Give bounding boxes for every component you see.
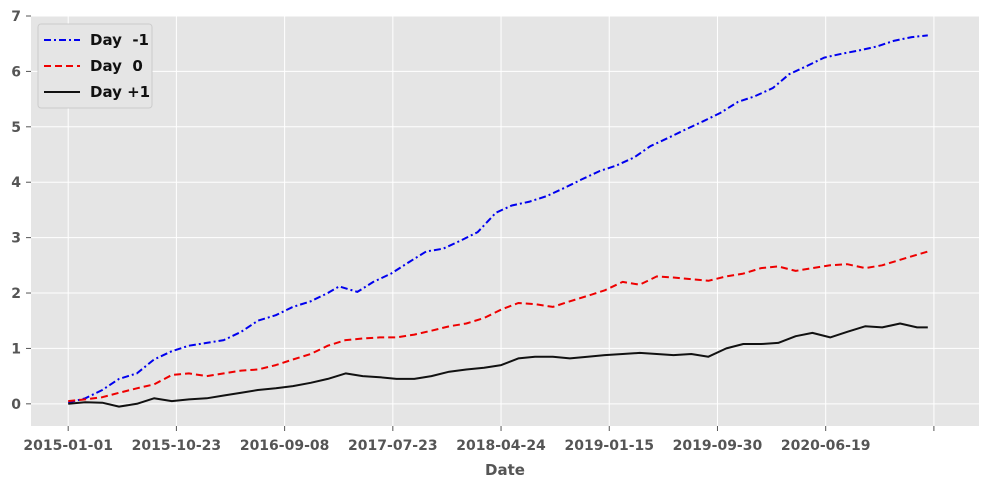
x-tick-label: 2019-09-30 (673, 438, 763, 454)
y-tick-label: 0 (11, 397, 21, 413)
y-tick-label: 2 (11, 286, 21, 302)
y-tick-label: 5 (11, 120, 21, 136)
y-tick-label: 3 (11, 231, 21, 247)
series-line-2 (68, 250, 929, 403)
legend: Day -1 Day 0 Day +1 (37, 23, 153, 109)
series-line-3 (68, 322, 928, 408)
x-tick-label: 2018-04-24 (456, 438, 546, 454)
grid (31, 15, 979, 426)
legend-box (37, 23, 153, 109)
x-tick-label: 2020-06-19 (781, 438, 871, 454)
x-tick-label: 2015-10-23 (132, 438, 222, 454)
x-tick-label: 2016-09-08 (240, 438, 330, 454)
series-layer (67, 34, 929, 408)
y-tick-label: 6 (11, 64, 21, 80)
y-tick-label: 1 (11, 341, 21, 357)
series-line-1 (67, 34, 928, 404)
y-axis: 0 1 2 3 4 5 6 7 (11, 9, 31, 413)
x-axis-label: Date (485, 461, 525, 479)
x-axis: 2015-01-01 2015-10-23 2016-09-08 2017-07-23… (23, 426, 935, 454)
legend-label-1: Day -1 (90, 31, 149, 49)
x-tick-label: 2019-01-15 (564, 438, 654, 454)
y-tick-label: 4 (11, 175, 21, 191)
legend-label-2: Day 0 (90, 57, 143, 75)
plot-background (31, 16, 979, 426)
x-tick-label: 2017-07-23 (348, 438, 438, 454)
x-tick-label: 2015-01-01 (23, 438, 113, 454)
legend-label-3: Day +1 (90, 83, 150, 101)
y-tick-label: 7 (11, 9, 21, 25)
